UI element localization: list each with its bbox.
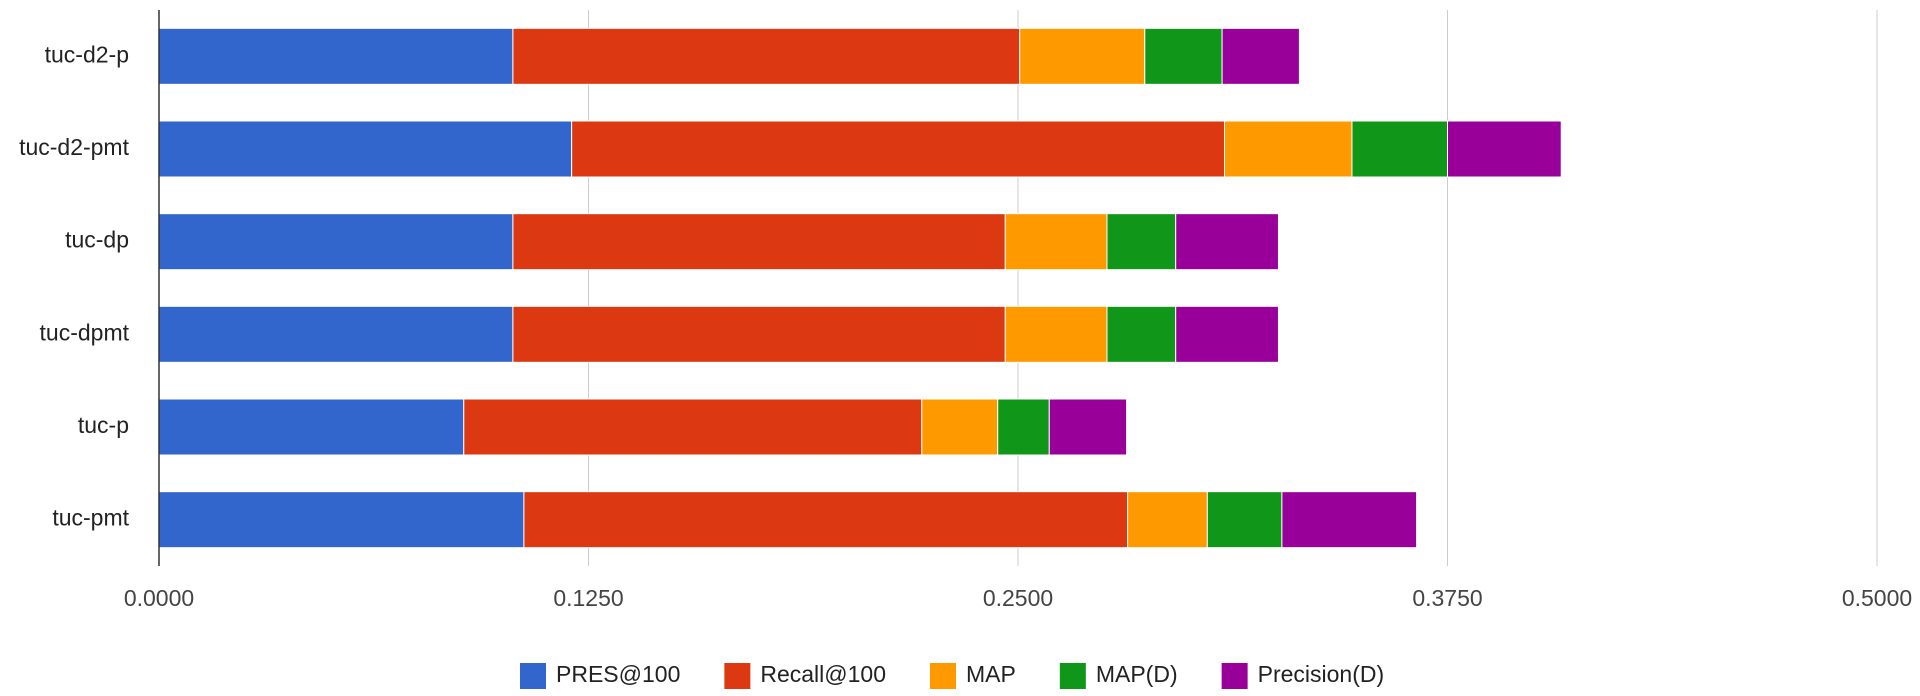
bar-segment [523,491,1129,549]
bar-segment [1019,27,1146,85]
x-tick-label: 0.2500 [983,585,1053,611]
bar-segment [1106,305,1177,363]
bar-segment [1221,27,1300,85]
y-tick-label: tuc-dpmt [40,319,130,345]
legend-label: Recall@100 [760,661,886,687]
bar-segment [1004,213,1108,271]
x-tick-label: 0.1250 [553,585,623,611]
bar-segment [158,213,514,271]
bar-segment [1281,491,1418,549]
bar-segment [571,120,1226,178]
bar-segment [1004,305,1108,363]
bar-segment [158,27,514,85]
legend-swatch [520,663,546,689]
legend-label: MAP(D) [1096,661,1178,687]
bar-segment [158,398,465,456]
bar-segment [1175,305,1279,363]
legend-swatch [930,663,956,689]
bar-segment [463,398,923,456]
bar-segment [1048,398,1128,456]
bar-segment [1106,213,1177,271]
x-tick-label: 0.5000 [1842,585,1912,611]
bar-segment [1144,27,1223,85]
bar-segment [921,398,999,456]
legend-label: Precision(D) [1258,661,1385,687]
bar-segment [158,305,514,363]
bar-segment [1175,213,1279,271]
bar-segment [158,491,525,549]
legend-swatch [724,663,751,689]
y-tick-label: tuc-dp [65,227,129,253]
legend-label: PRES@100 [556,661,680,687]
bar-segment [1447,120,1562,178]
legend-label: MAP [966,661,1016,687]
bar-segment [512,213,1006,271]
y-tick-label: tuc-p [78,412,129,438]
x-tick-label: 0.0000 [124,585,194,611]
bar-segment [1224,120,1353,178]
y-tick-label: tuc-d2-pmt [19,134,130,160]
bar-segment [1127,491,1208,549]
bar-segment [158,120,573,178]
bar-segment [997,398,1050,456]
bar-segment [512,305,1006,363]
legend-swatch [1221,663,1248,689]
y-tick-label: tuc-d2-p [45,41,129,67]
x-tick-label: 0.3750 [1412,585,1482,611]
bar-segment [1351,120,1449,178]
y-tick-label: tuc-pmt [52,505,129,531]
bar-segment [1206,491,1283,549]
bar-segment [512,27,1021,85]
legend-swatch [1059,663,1086,689]
